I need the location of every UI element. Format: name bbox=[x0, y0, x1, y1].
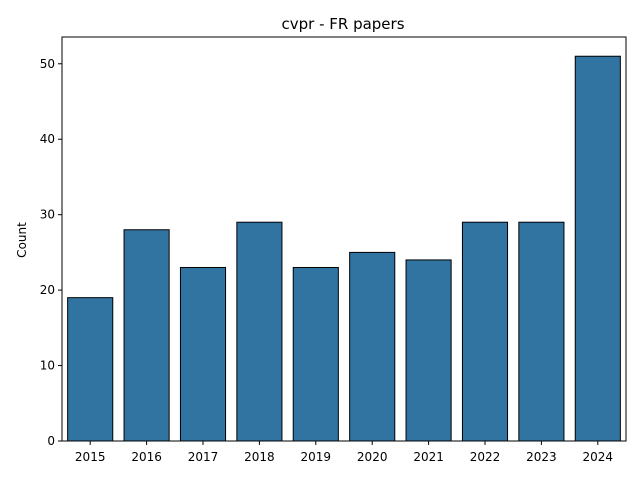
bar-2016 bbox=[123, 229, 170, 442]
bar-2024 bbox=[574, 55, 621, 442]
bar-2018 bbox=[236, 221, 283, 442]
bar-2019 bbox=[292, 266, 339, 442]
bar-2017 bbox=[179, 266, 227, 442]
bar-2020 bbox=[349, 251, 396, 442]
plot-frame bbox=[61, 36, 627, 442]
x-tick-label: 2023 bbox=[526, 450, 557, 464]
x-tick-label: 2017 bbox=[188, 450, 219, 464]
bar-2022 bbox=[461, 221, 509, 442]
x-ticks-group: 2015 2016 2017 2018 2019 2020 2021 2022 2023 2024 bbox=[75, 441, 613, 464]
bars-group bbox=[67, 55, 621, 442]
x-tick-label: 2022 bbox=[470, 450, 501, 464]
y-tick-label: 50 bbox=[40, 57, 55, 71]
y-ticks-group: 0 10 20 30 40 50 bbox=[40, 57, 62, 448]
x-tick-label: 2019 bbox=[301, 450, 332, 464]
y-tick-label: 10 bbox=[40, 359, 55, 373]
bar-2023 bbox=[518, 221, 565, 442]
chart-title: cvpr - FR papers bbox=[281, 15, 404, 33]
y-tick-label: 0 bbox=[47, 434, 55, 448]
x-tick-label: 2020 bbox=[357, 450, 388, 464]
x-tick-label: 2015 bbox=[75, 450, 106, 464]
bar-2015 bbox=[67, 297, 114, 442]
y-tick-label: 30 bbox=[40, 208, 55, 222]
x-tick-label: 2021 bbox=[413, 450, 444, 464]
x-tick-label: 2016 bbox=[131, 450, 162, 464]
bar-2021 bbox=[405, 259, 452, 442]
x-tick-label: 2024 bbox=[583, 450, 614, 464]
y-tick-label: 40 bbox=[40, 132, 55, 146]
x-tick-label: 2018 bbox=[244, 450, 275, 464]
y-axis-label: Count bbox=[15, 222, 29, 258]
y-tick-label: 20 bbox=[40, 283, 55, 297]
